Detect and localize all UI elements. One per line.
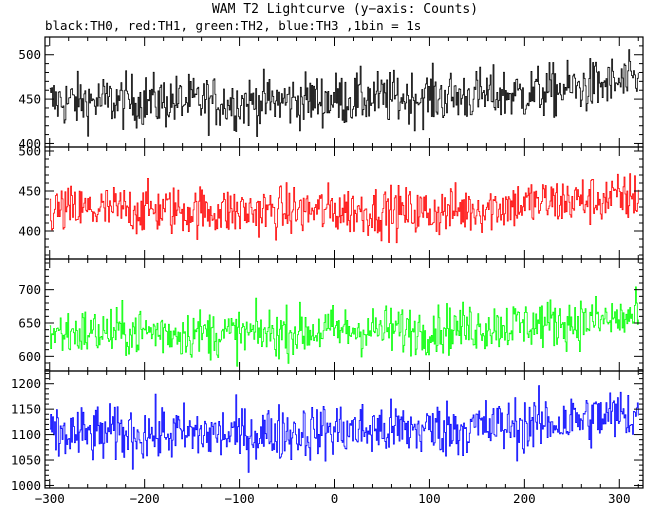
y-tick-label: 650	[18, 316, 41, 331]
series-line-th0	[49, 49, 639, 137]
x-tick-label: −300	[35, 491, 65, 505]
x-tick-label: −200	[130, 491, 160, 505]
chart-subtitle: black:TH0, red:TH1, green:TH2, blue:TH3 …	[45, 18, 421, 33]
x-tick-label: 0	[331, 491, 339, 505]
y-tick-label: 600	[18, 349, 41, 364]
chart-title: WAM T2 Lightcurve (y−axis: Counts)	[212, 2, 478, 17]
x-tick-label: −100	[225, 491, 255, 505]
y-tick-label: 450	[18, 184, 41, 199]
y-tick-label: 1050	[11, 453, 41, 468]
panel-frame-th0	[44, 36, 644, 148]
y-tick-label: 450	[18, 92, 41, 107]
y-tick-label: 700	[18, 282, 41, 297]
y-tick-label: 500	[18, 47, 41, 62]
x-tick-label: 200	[513, 491, 536, 505]
series-line-th1	[49, 173, 639, 244]
series-line-th3	[49, 385, 639, 473]
y-tick-label: 1150	[11, 402, 41, 417]
series-line-th2	[49, 286, 639, 367]
y-tick-label: 1100	[11, 427, 41, 442]
x-tick-label: 300	[608, 491, 631, 505]
panel-frame-th2	[44, 258, 644, 372]
y-tick-label: 400	[18, 136, 41, 151]
panels-group: 4004505004004505006006507001000105011001…	[11, 36, 644, 505]
y-tick-label: 500	[18, 144, 41, 159]
y-tick-label: 1000	[11, 478, 41, 493]
y-tick-label: 400	[18, 224, 41, 239]
x-tick-label: 100	[418, 491, 441, 505]
y-tick-label: 1200	[11, 376, 41, 391]
